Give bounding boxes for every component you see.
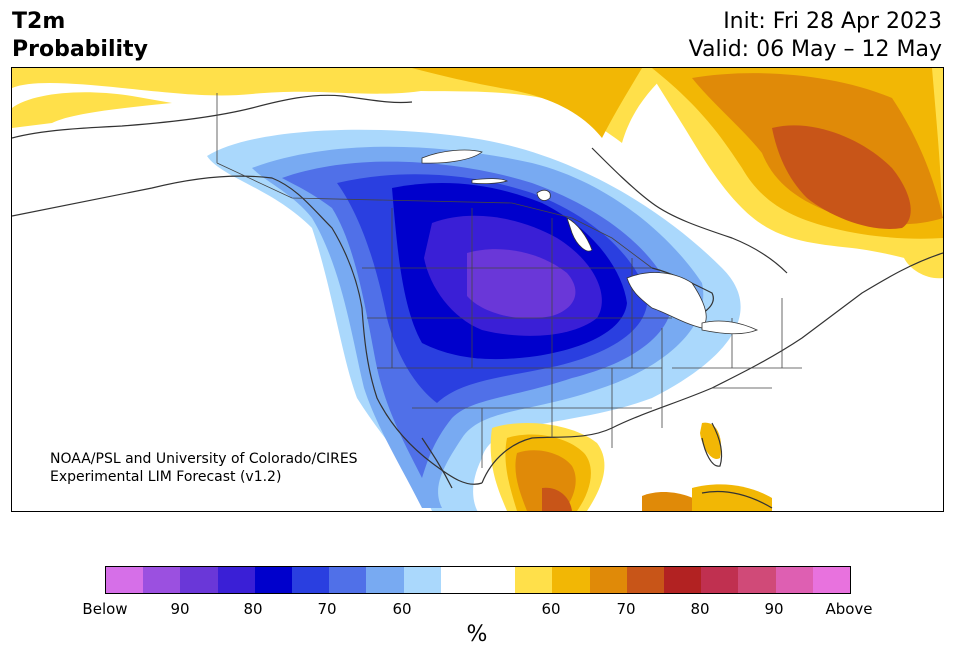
colorbar-segment — [217, 567, 255, 593]
colorbar-segment — [143, 567, 181, 593]
colorbar-segment — [106, 567, 144, 593]
colorbar-segment — [515, 567, 553, 593]
colorbar-tick-label: 80 — [690, 600, 710, 618]
colorbar-segment — [329, 567, 367, 593]
colorbar-segment — [812, 567, 851, 593]
colorbar-segment — [626, 567, 665, 593]
warm-anomaly-region-north — [12, 68, 943, 268]
probability-map — [12, 68, 943, 511]
political-borders — [216, 93, 802, 468]
colorbar-segment — [254, 567, 293, 593]
map-title: T2m Probability — [12, 8, 148, 64]
colorbar-tick-label: 70 — [317, 600, 337, 618]
colorbar-segment — [589, 567, 627, 593]
cold-anomaly-region — [207, 129, 741, 511]
colorbar-segment — [738, 567, 776, 593]
colorbar-segment — [292, 567, 330, 593]
colorbar-segment — [403, 567, 441, 593]
init-date: Init: Fri 28 Apr 2023 — [723, 9, 942, 34]
colorbar-tick-label: Above — [825, 600, 873, 618]
colorbar-segment — [366, 567, 404, 593]
title-line-1: T2m — [12, 9, 66, 34]
lakes — [421, 149, 759, 335]
colorbar-segment — [701, 567, 739, 593]
valid-range: Valid: 06 May – 12 May — [688, 37, 942, 62]
colorbar-segment — [775, 567, 813, 593]
probability-colorbar — [105, 566, 851, 594]
credit-line-2: Experimental LIM Forecast (v1.2) — [50, 469, 282, 485]
colorbar-tick-label: 70 — [616, 600, 636, 618]
colorbar-tick-label: 80 — [243, 600, 263, 618]
colorbar-tick-label: 90 — [170, 600, 190, 618]
map-panel: NOAA/PSL and University of Colorado/CIRE… — [11, 67, 944, 512]
colorbar-segment — [478, 567, 516, 593]
colorbar-tick-label: Below — [82, 600, 128, 618]
colorbar-segment — [180, 567, 218, 593]
colorbar-tick-label: 60 — [541, 600, 561, 618]
credit-line-1: NOAA/PSL and University of Colorado/CIRE… — [50, 451, 358, 467]
forecast-dates: Init: Fri 28 Apr 2023 Valid: 06 May – 12… — [689, 8, 942, 64]
colorbar-segment — [552, 567, 590, 593]
title-line-2: Probability — [12, 37, 148, 62]
colorbar-segment — [440, 567, 479, 593]
data-credit: NOAA/PSL and University of Colorado/CIRE… — [50, 450, 358, 486]
colorbar-tick-label: 60 — [392, 600, 412, 618]
colorbar-tick-label: 90 — [764, 600, 784, 618]
colorbar-unit: % — [466, 622, 488, 647]
colorbar-segment — [664, 567, 702, 593]
